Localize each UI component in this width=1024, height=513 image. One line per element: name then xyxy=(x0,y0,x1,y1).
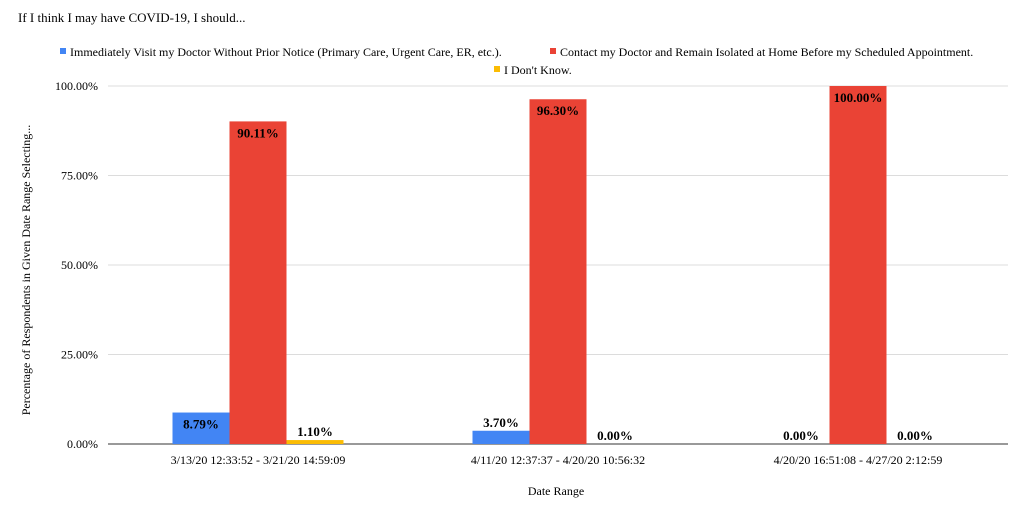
legend-label: Immediately Visit my Doctor Without Prio… xyxy=(70,45,502,59)
data-label: 0.00% xyxy=(897,428,933,443)
y-axis-ticks: 0.00% 25.00% 50.00% 75.00% 100.00% xyxy=(55,79,98,451)
x-tick-label: 4/20/20 16:51:08 - 4/27/20 2:12:59 xyxy=(774,453,943,467)
legend-label: Contact my Doctor and Remain Isolated at… xyxy=(560,45,973,59)
data-label: 100.00% xyxy=(834,90,883,105)
y-axis-title: Percentage of Respondents in Given Date … xyxy=(19,125,33,416)
bar xyxy=(529,99,587,444)
data-label: 0.00% xyxy=(597,428,633,443)
bar xyxy=(172,412,230,444)
y-tick-label: 0.00% xyxy=(67,437,98,451)
data-label: 8.79% xyxy=(183,417,219,432)
bars xyxy=(172,86,887,445)
data-label: 1.10% xyxy=(297,424,333,439)
x-axis-ticks: 3/13/20 12:33:52 - 3/21/20 14:59:09 4/11/… xyxy=(171,453,943,467)
data-label: 90.11% xyxy=(237,125,279,140)
legend-label: I Don't Know. xyxy=(504,63,572,77)
legend-swatch xyxy=(494,66,500,72)
legend: Immediately Visit my Doctor Without Prio… xyxy=(60,45,973,77)
data-label: 3.70% xyxy=(483,415,519,430)
data-label: 0.00% xyxy=(783,428,819,443)
bar xyxy=(286,440,344,444)
bar xyxy=(829,86,887,444)
x-tick-label: 4/11/20 12:37:37 - 4/20/20 10:56:32 xyxy=(471,453,645,467)
legend-swatch xyxy=(60,48,66,54)
data-labels: 8.79% 90.11% 1.10% 3.70% 96.30% 0.00% 0.00% 100… xyxy=(183,90,933,443)
x-tick-label: 3/13/20 12:33:52 - 3/21/20 14:59:09 xyxy=(171,453,346,467)
legend-swatch xyxy=(550,48,556,54)
bar xyxy=(472,430,530,444)
chart-title: If I think I may have COVID-19, I should… xyxy=(18,10,246,25)
x-axis-title: Date Range xyxy=(528,484,584,498)
y-tick-label: 50.00% xyxy=(61,258,98,272)
bar xyxy=(229,121,287,445)
y-tick-label: 25.00% xyxy=(61,348,98,362)
y-tick-label: 75.00% xyxy=(61,169,98,183)
y-tick-label: 100.00% xyxy=(55,79,98,93)
data-label: 96.30% xyxy=(537,103,579,118)
